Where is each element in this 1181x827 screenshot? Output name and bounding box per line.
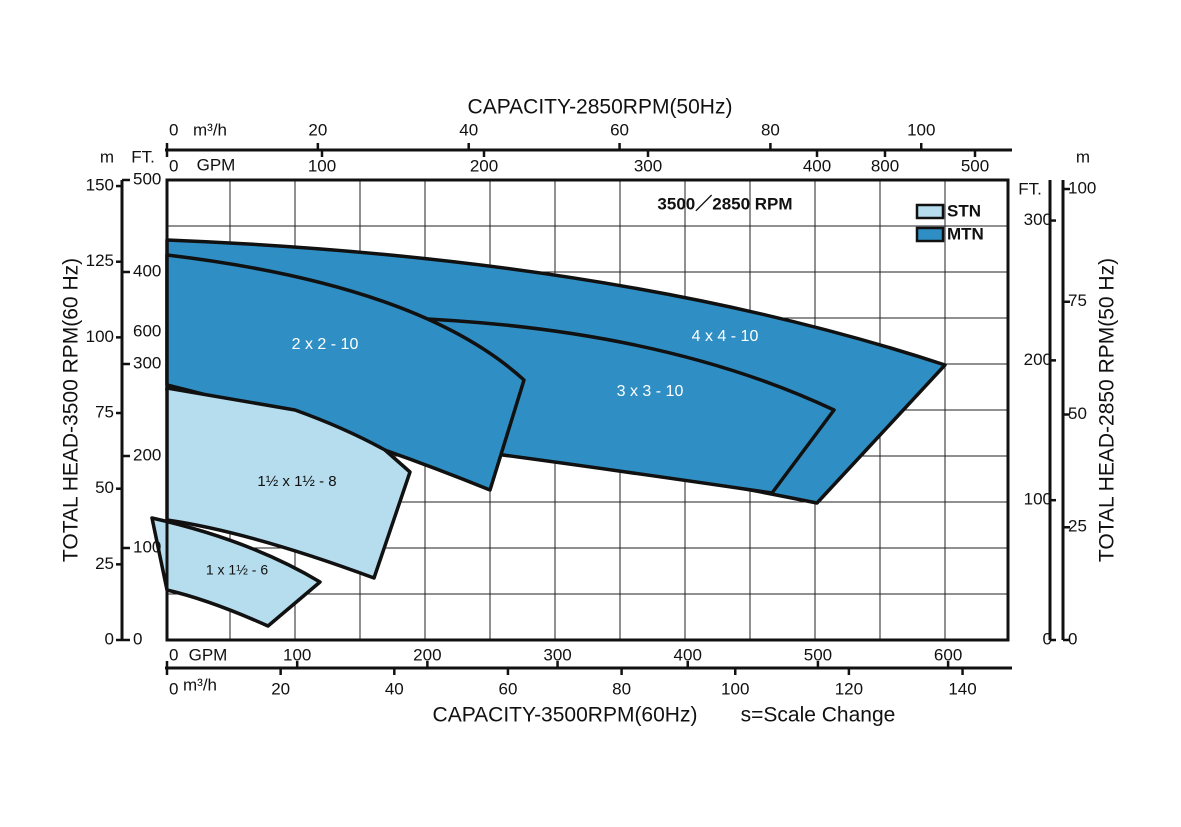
tick-label: 60: [498, 679, 517, 698]
region: [150, 516, 322, 628]
tick-label: 200: [1024, 350, 1052, 369]
tick-label: 50: [1068, 404, 1087, 423]
tick-label: 0: [169, 679, 178, 698]
tick-label: 50: [95, 478, 114, 497]
tick-label: 200: [133, 445, 161, 464]
tick-label: 0: [133, 629, 142, 648]
tick-label: 600: [133, 321, 161, 340]
tick-label: 75: [95, 403, 114, 422]
region-label: 1½ x 1½ - 8: [257, 473, 336, 490]
tick-label: 100: [1068, 179, 1096, 198]
tick-label: 100: [86, 327, 114, 346]
tick-label: 500: [133, 169, 161, 188]
tick-label: 100: [907, 120, 935, 139]
tick-label: 125: [86, 251, 114, 270]
region: [165, 386, 412, 580]
plot-frame: [165, 178, 1010, 642]
region-label: 3 x 3 - 10: [617, 383, 684, 400]
tick-label: 40: [385, 679, 404, 698]
tick-label: 25: [95, 554, 114, 573]
scale-note: s=Scale Change: [741, 704, 896, 727]
tick-label: 120: [835, 679, 863, 698]
tick-label: 500: [961, 156, 989, 175]
tick-label: 20: [271, 679, 290, 698]
tick-label: 500: [804, 645, 832, 664]
regions: 4 x 4 - 10 3 x 3 - 10 2 x 2 - 10 1½ x 1½ - …: [150, 238, 947, 628]
region-label: 4 x 4 - 10: [692, 328, 759, 345]
tick-label: 150: [86, 176, 114, 195]
left-title: TOTAL HEAD-3500 RPM(60 Hz): [60, 258, 83, 562]
tick-label: 25: [1068, 517, 1087, 536]
region-label: 1 x 1½ - 6: [206, 562, 268, 578]
tick-label: 400: [133, 261, 161, 280]
axis-unit: m³/h: [193, 120, 227, 139]
tick-label: 300: [1024, 210, 1052, 229]
tick-label: 100: [283, 645, 311, 664]
tick-label: 0: [105, 629, 114, 648]
axis-unit: m: [100, 147, 114, 166]
tick-label: 80: [612, 679, 631, 698]
tick-label: 400: [803, 156, 831, 175]
right-title: TOTAL HEAD-2850 RPM(50 Hz): [1096, 258, 1119, 562]
tick-label: 0: [169, 645, 178, 664]
tick-label: 300: [133, 353, 161, 372]
legend-swatch: [915, 226, 945, 243]
tick-label: 100: [308, 156, 336, 175]
tick-label: 20: [308, 120, 327, 139]
tick-label: 100: [1024, 490, 1052, 509]
axis-unit: GPM: [189, 645, 228, 664]
region-label: 2 x 2 - 10: [292, 336, 359, 353]
tick-label: 100: [721, 679, 749, 698]
legend-swatch: [915, 203, 945, 220]
tick-label: 600: [934, 645, 962, 664]
tick-label: 80: [761, 120, 780, 139]
tick-label: 0: [1043, 629, 1052, 648]
tick-label: 300: [634, 156, 662, 175]
tick-label: 800: [871, 156, 899, 175]
tick-label: 100: [133, 537, 161, 556]
tick-label: 0: [1068, 629, 1077, 648]
axis-unit: GPM: [197, 155, 236, 174]
legend-label: MTN: [947, 224, 984, 243]
axis-unit: FT.: [131, 147, 155, 166]
tick-label: 75: [1068, 291, 1087, 310]
legend-label: STN: [947, 201, 981, 220]
tick-label: 60: [610, 120, 629, 139]
rpm-note: 3500／2850 RPM: [657, 193, 792, 213]
axis-unit: m³/h: [183, 675, 217, 694]
tick-label: 400: [674, 645, 702, 664]
tick-label: 0: [169, 156, 178, 175]
tick-label: 40: [459, 120, 478, 139]
axis-unit: m: [1076, 147, 1090, 166]
bottom-title: CAPACITY-3500RPM(60Hz): [433, 704, 698, 727]
tick-label: 200: [470, 156, 498, 175]
tick-label: 0: [169, 120, 178, 139]
tick-label: 140: [948, 679, 976, 698]
tick-label: 200: [413, 645, 441, 664]
axis-unit: FT.: [1018, 179, 1042, 198]
top-title: CAPACITY-2850RPM(50Hz): [468, 96, 733, 119]
tick-label: 300: [543, 645, 571, 664]
